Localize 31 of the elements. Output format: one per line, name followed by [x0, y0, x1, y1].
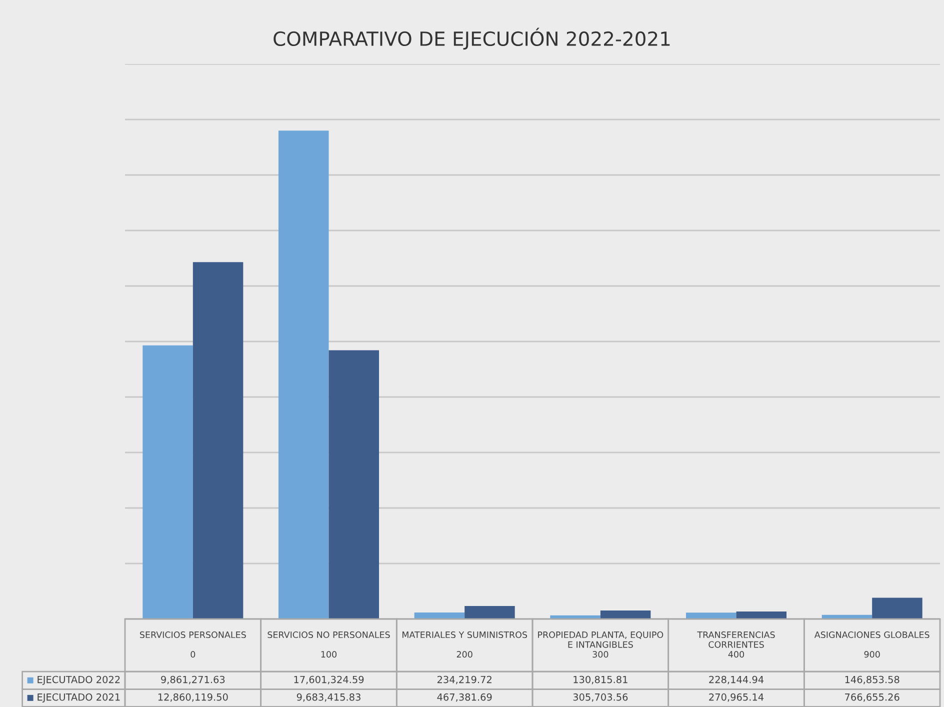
- category-label: MATERIALES Y SUMINISTROS 200: [402, 631, 528, 658]
- data-label: 228,144.94: [709, 676, 764, 684]
- legend-label: EJECUTADO 2021: [38, 693, 120, 703]
- data-label: 270,965.14: [709, 693, 764, 702]
- data-label: 766,655.26: [845, 693, 900, 702]
- bar: [872, 598, 922, 619]
- bar: [278, 130, 329, 619]
- bar: [600, 610, 651, 619]
- bar: [464, 606, 515, 619]
- bar: [328, 350, 380, 619]
- bar: [142, 345, 193, 619]
- data-label: 146,853.58: [845, 676, 900, 684]
- x-tick-label: TRANSFERENCIAS CORRIENTES 400: [697, 631, 775, 658]
- x-tick-label: PROPIEDAD PLANTA, EQUIPO E INTANGIBLES 300: [538, 631, 664, 658]
- legend-label: EJECUTADO 2022: [38, 676, 120, 686]
- data-label: 467,381.69: [437, 693, 492, 702]
- bar: [736, 611, 787, 619]
- category-label: SERVICIOS NO PERSONALES 100: [268, 631, 390, 658]
- data-label: 12,860,119.50: [158, 693, 228, 702]
- bar: [192, 262, 244, 619]
- chart-title: COMPARATIVO DE EJECUCIÓN 2022-2021: [274, 28, 670, 50]
- data-label: 305,703.56: [573, 693, 628, 702]
- data-label: 9,683,415.83: [296, 693, 360, 702]
- category-label: SERVICIOS PERSONALES 0: [140, 631, 246, 658]
- data-label: 130,815.81: [574, 676, 628, 684]
- bar: [414, 612, 465, 619]
- category-label: ASIGNACIONES GLOBALES 900: [814, 631, 930, 658]
- data-label: 17,601,324.59: [294, 676, 364, 684]
- bar: [686, 612, 736, 619]
- data-label: 9,861,271.63: [161, 676, 225, 684]
- data-label: 234,219.72: [437, 676, 492, 684]
